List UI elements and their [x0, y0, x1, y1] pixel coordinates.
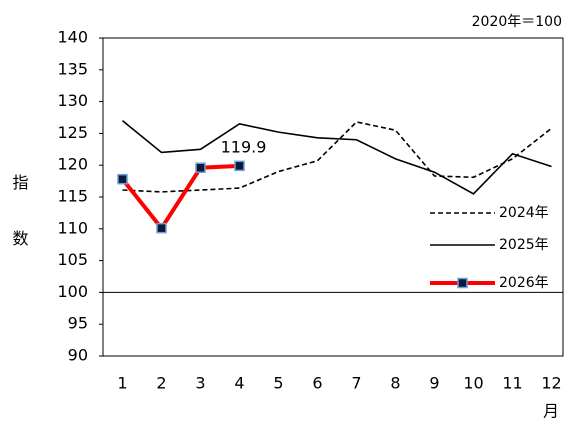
y-tick-label: 100 — [57, 282, 88, 301]
legend-marker — [457, 277, 468, 289]
y-tick-label: 95 — [68, 314, 88, 333]
y-tick-label: 110 — [57, 218, 88, 237]
y-tick-label: 90 — [68, 346, 88, 365]
y-tick-label: 125 — [57, 123, 88, 142]
x-axis-label: 月 — [543, 402, 559, 421]
x-tick-label: 3 — [195, 374, 205, 393]
x-tick-label: 5 — [273, 374, 283, 393]
legend-label: 2026年 — [499, 275, 549, 291]
point-marker — [195, 162, 206, 173]
y-tick-label: 130 — [57, 91, 88, 110]
x-tick-label: 4 — [234, 374, 244, 393]
x-tick-label: 7 — [351, 374, 361, 393]
plot-frame — [102, 37, 564, 357]
x-tick-label: 9 — [429, 374, 439, 393]
y-tick-label: 135 — [57, 59, 88, 78]
x-tick-label: 1 — [117, 374, 127, 393]
series-line — [120, 163, 240, 232]
point-marker — [234, 160, 245, 172]
x-tick-label: 2 — [156, 374, 166, 393]
series-line — [122, 121, 552, 193]
x-tick-label: 12 — [541, 374, 561, 393]
series-line — [121, 120, 552, 195]
data-label: 119.9 — [221, 137, 267, 156]
point-marker — [156, 222, 167, 234]
legend-label: 2025年 — [499, 237, 549, 253]
x-tick-label: 8 — [390, 374, 400, 393]
y-axis-label: 指数 — [10, 174, 29, 286]
x-tick-label: 6 — [312, 374, 322, 393]
note: 2020年＝100 — [472, 14, 562, 30]
y-tick-label: 120 — [57, 155, 88, 174]
point-marker — [117, 173, 128, 185]
x-tick-label: 11 — [502, 374, 522, 393]
y-tick-label: 105 — [57, 250, 88, 269]
x-tick-label: 10 — [463, 374, 483, 393]
y-tick-label: 140 — [57, 28, 88, 47]
legend-label: 2024年 — [499, 205, 549, 221]
y-tick-label: 115 — [57, 187, 88, 206]
